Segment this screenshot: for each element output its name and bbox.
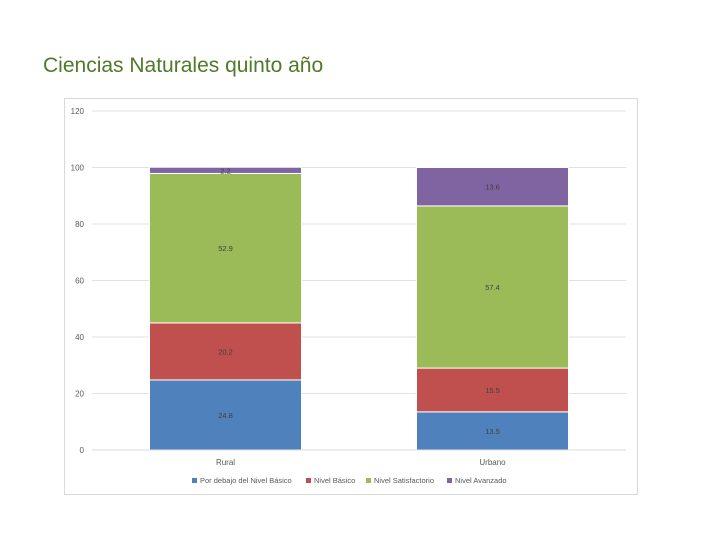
data-label: 24.8	[218, 411, 233, 420]
legend: Por debajo del Nivel Básico Nivel Básico N…	[192, 476, 507, 485]
y-tick-label: 120	[71, 107, 85, 116]
bar-segment	[149, 166, 302, 174]
bar-segment	[416, 367, 569, 413]
data-label: 20.2	[218, 347, 233, 356]
data-label: 52.9	[218, 244, 233, 253]
legend-label: Nivel Satisfactorio	[374, 476, 434, 485]
x-axis: Rural Urbano	[92, 449, 626, 467]
y-tick-label: 80	[75, 220, 84, 229]
y-tick-label: 100	[71, 164, 85, 173]
y-axis: 0 20 40 60 80 100 120	[71, 107, 85, 455]
bars	[149, 166, 569, 451]
x-tick-label: Urbano	[479, 458, 506, 467]
y-tick-label: 60	[75, 277, 84, 286]
y-tick-label: 20	[75, 390, 84, 399]
bar-segment	[416, 167, 569, 207]
bar-segment	[416, 205, 569, 369]
legend-label: Nivel Avanzado	[455, 476, 507, 485]
legend-label: Nivel Básico	[314, 476, 355, 485]
data-label: 2.2	[220, 166, 230, 175]
legend-swatch	[447, 478, 452, 483]
legend-swatch	[366, 478, 371, 483]
bar-segment	[149, 322, 302, 381]
data-label: 13.6	[485, 183, 500, 192]
y-tick-label: 40	[75, 333, 84, 342]
slide-title: Ciencias Naturales quinto año	[43, 54, 324, 77]
legend-label: Por debajo del Nivel Básico	[200, 476, 292, 485]
data-label: 57.4	[485, 283, 500, 292]
data-label: 13.5	[485, 427, 500, 436]
legend-swatch	[192, 478, 197, 483]
legend-swatch	[306, 478, 311, 483]
bar-segment	[416, 411, 569, 451]
bar-segment	[149, 172, 302, 324]
data-label: 15.5	[485, 386, 500, 395]
y-tick-label: 0	[80, 446, 85, 455]
bar-segment	[149, 379, 302, 451]
data-labels: 24.8 20.2 52.9 2.2 13.5 15.5 57.4 13.6	[218, 166, 500, 436]
x-tick-label: Rural	[216, 458, 235, 467]
